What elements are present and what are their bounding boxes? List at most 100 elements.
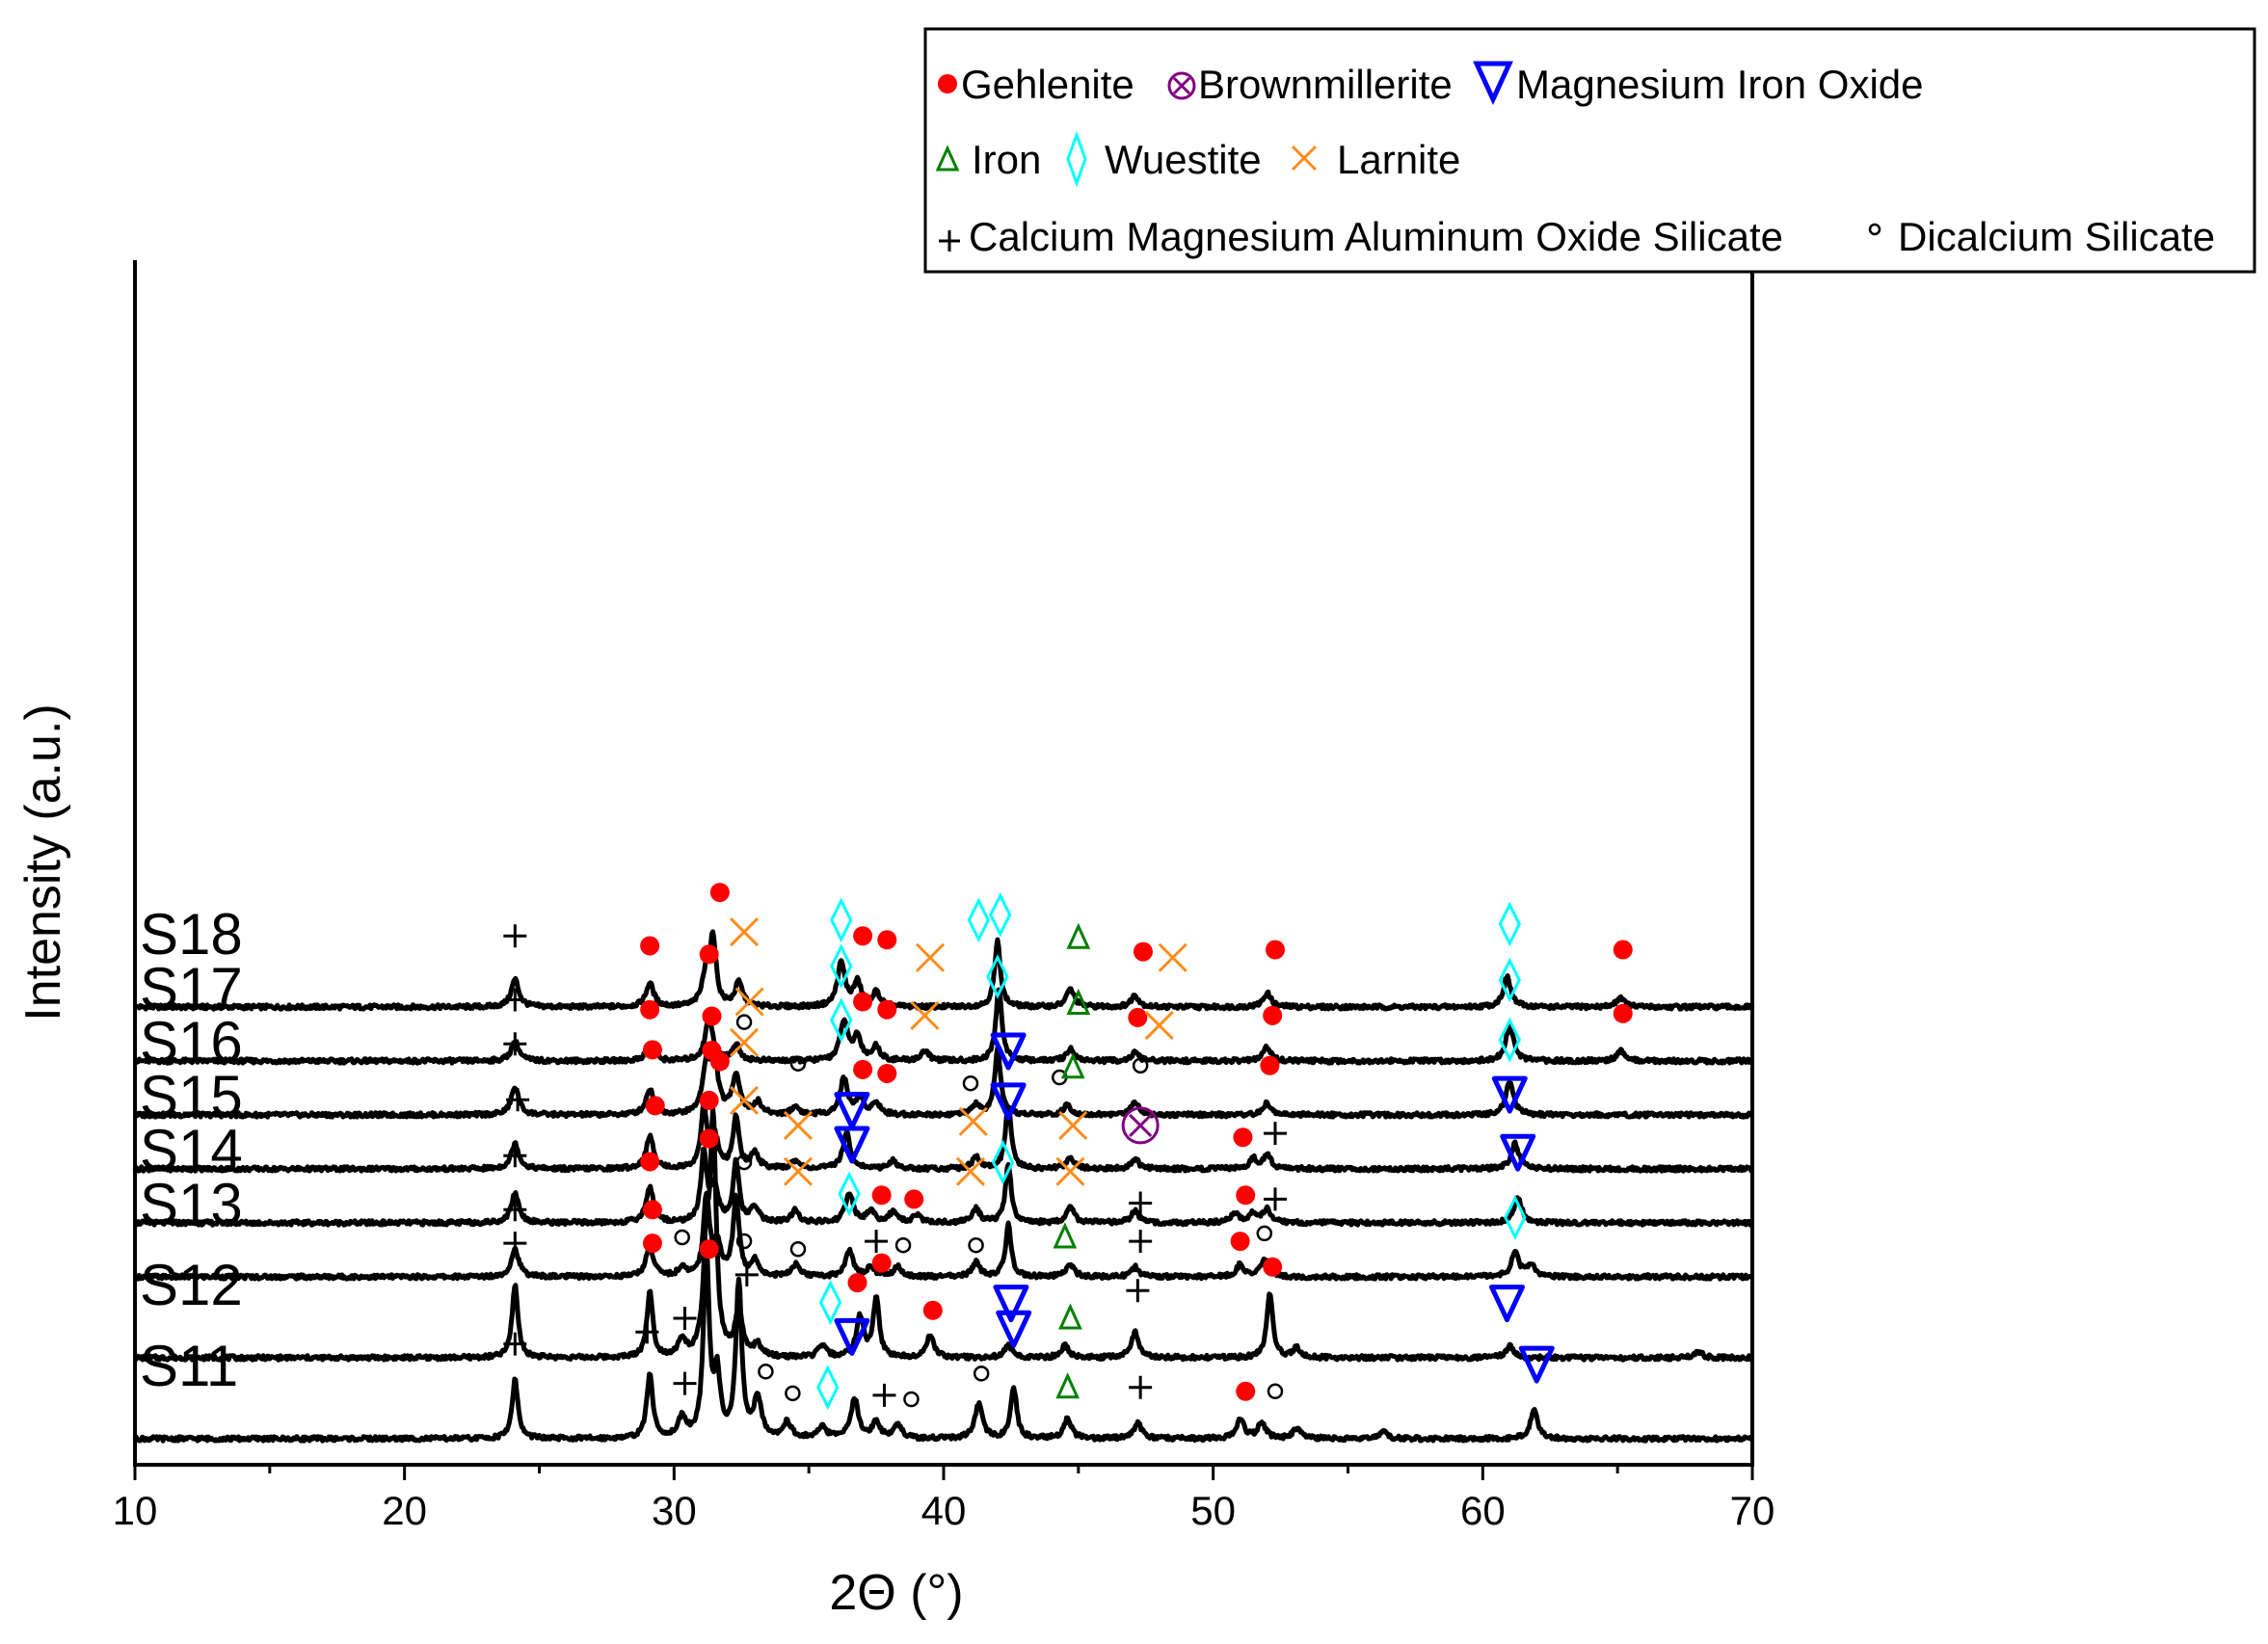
- marker-magnesium-iron-oxide: [1491, 1075, 1528, 1114]
- legend-iron-icon: [935, 145, 960, 172]
- legend-box: [923, 27, 2256, 274]
- marker-gehlenite: [877, 999, 897, 1020]
- marker-wuestite: [1498, 901, 1521, 947]
- marker-wuestite: [830, 943, 853, 989]
- marker-dicalcium-silicate: [735, 1153, 753, 1171]
- marker-gehlenite: [1260, 1055, 1280, 1075]
- marker-dicalcium-silicate: [674, 1229, 690, 1246]
- marker-wuestite: [838, 1171, 861, 1217]
- x-tick-label: 20: [382, 1488, 427, 1533]
- marker-wuestite: [816, 1365, 840, 1411]
- legend-gehlenite-icon: [938, 74, 957, 93]
- marker-cmas: [1263, 1187, 1287, 1211]
- marker-iron: [1060, 1052, 1085, 1079]
- axes: 10 20 30 40 50 60 70: [113, 260, 1775, 1533]
- trace-S18: [132, 929, 1755, 1012]
- marker-dicalcium-silicate: [903, 1391, 920, 1408]
- marker-gehlenite: [853, 992, 873, 1012]
- marker-gehlenite: [1233, 1127, 1253, 1148]
- marker-wuestite: [1498, 1017, 1521, 1063]
- marker-gehlenite: [709, 883, 730, 903]
- marker-gehlenite: [871, 1253, 892, 1273]
- x-tick-label: 30: [652, 1488, 697, 1533]
- marker-gehlenite: [877, 930, 897, 950]
- marker-gehlenite: [642, 1233, 662, 1254]
- marker-wuestite: [830, 897, 853, 943]
- trace-S15: [132, 1100, 1755, 1174]
- marker-larnite: [729, 1085, 760, 1115]
- marker-gehlenite: [640, 936, 660, 956]
- trace-S17: [133, 987, 1754, 1066]
- marker-cmas: [865, 1230, 889, 1254]
- marker-dicalcium-silicate: [973, 1366, 990, 1382]
- marker-dicalcium-silicate: [1267, 1383, 1284, 1400]
- marker-gehlenite: [871, 1185, 892, 1206]
- marker-cmas: [635, 1320, 659, 1344]
- legend-iron-label: Iron: [972, 137, 1041, 182]
- marker-magnesium-iron-oxide: [1518, 1345, 1555, 1384]
- marker-wuestite: [1504, 1195, 1527, 1240]
- legend-cmas-icon: [939, 230, 960, 252]
- marker-gehlenite: [1263, 1005, 1283, 1025]
- marker-gehlenite: [1230, 1232, 1250, 1252]
- trace-S12: [133, 1105, 1755, 1363]
- marker-cmas: [503, 988, 527, 1012]
- trace-S13: [133, 1190, 1754, 1282]
- marker-brownmillerite: [1121, 1106, 1160, 1145]
- marker-larnite: [955, 1156, 986, 1186]
- marker-gehlenite: [1236, 1185, 1256, 1206]
- marker-cmas: [503, 1144, 527, 1168]
- sample-label-S11: S11: [140, 1334, 238, 1398]
- legend-wuestite-label: Wuestite: [1105, 137, 1262, 182]
- x-tick-label: 60: [1460, 1488, 1506, 1533]
- marker-cmas: [506, 1088, 530, 1112]
- marker-gehlenite: [642, 1040, 662, 1060]
- legend-larnite-icon: [1291, 145, 1318, 172]
- marker-cmas: [734, 1262, 759, 1286]
- marker-wuestite: [818, 1280, 842, 1325]
- marker-larnite: [729, 1027, 760, 1057]
- marker-gehlenite: [699, 1090, 719, 1110]
- marker-wuestite: [986, 954, 1009, 999]
- legend-brownmillerite-icon: [1167, 71, 1196, 100]
- marker-gehlenite: [904, 1189, 924, 1209]
- marker-gehlenite: [1236, 1381, 1256, 1401]
- marker-gehlenite: [645, 1096, 665, 1116]
- marker-wuestite: [991, 1139, 1015, 1185]
- marker-larnite: [729, 917, 760, 947]
- legend-magnesium-iron-oxide-label: Magnesium Iron Oxide: [1516, 62, 1924, 107]
- marker-larnite: [1058, 1110, 1088, 1140]
- sample-label-S14: S14: [140, 1118, 243, 1182]
- marker-cmas: [1129, 1230, 1153, 1254]
- x-tick-label: 70: [1730, 1488, 1775, 1533]
- marker-larnite: [915, 942, 946, 972]
- marker-gehlenite: [699, 1239, 719, 1260]
- sample-label-S15: S15: [140, 1064, 243, 1128]
- sample-label-S17: S17: [140, 956, 243, 1021]
- x-tick-label: 10: [113, 1488, 158, 1533]
- marker-dicalcium-silicate: [789, 1241, 807, 1258]
- y-axis-title: Intensity (a.u.): [15, 703, 71, 1021]
- legend-wuestite-icon: [1066, 130, 1087, 188]
- marker-magnesium-iron-oxide: [996, 1310, 1032, 1348]
- marker-gehlenite: [702, 1006, 722, 1026]
- marker-gehlenite: [853, 926, 873, 946]
- sample-label-S18: S18: [140, 902, 243, 967]
- marker-wuestite: [967, 897, 991, 943]
- marker-magnesium-iron-oxide: [993, 1285, 1029, 1323]
- marker-wuestite: [989, 891, 1012, 938]
- marker-dicalcium-silicate: [1256, 1225, 1273, 1242]
- trace-S11: [132, 1247, 1754, 1444]
- marker-gehlenite: [922, 1300, 943, 1320]
- marker-larnite: [910, 1000, 940, 1030]
- marker-larnite: [783, 1156, 814, 1186]
- marker-gehlenite: [1263, 1257, 1283, 1277]
- marker-gehlenite: [1613, 940, 1633, 960]
- x-tick-label: 50: [1190, 1488, 1236, 1533]
- marker-larnite: [1144, 1011, 1174, 1041]
- marker-dicalcium-silicate: [758, 1364, 774, 1380]
- marker-cmas: [1263, 1122, 1287, 1146]
- marker-dicalcium-silicate: [735, 1014, 753, 1030]
